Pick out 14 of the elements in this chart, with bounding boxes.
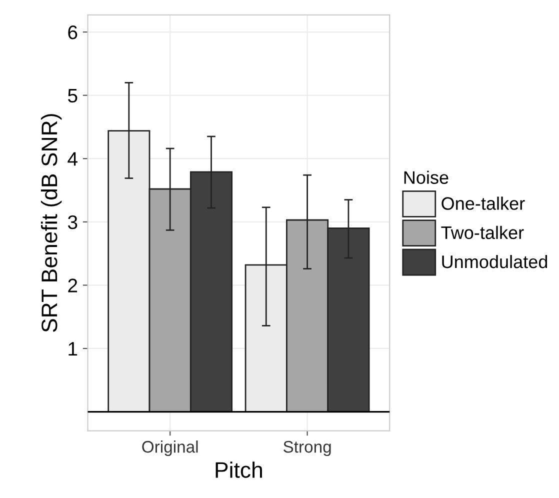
legend-label: Two-talker	[441, 226, 524, 240]
x-tick-label: Original	[142, 440, 198, 456]
y-tick-label: 3	[68, 215, 78, 230]
legend-label: Unmodulated	[442, 254, 548, 268]
y-tick-label: 5	[68, 88, 78, 103]
y-axis-title: SRT Benefit (dB SNR)	[40, 114, 62, 332]
x-axis-title: Pitch	[216, 462, 262, 478]
legend-label: One-talker	[442, 196, 525, 210]
y-tick-label: 6	[68, 25, 78, 40]
y-tick-label: 4	[68, 152, 78, 166]
y-tick-label: 2	[68, 278, 78, 292]
y-tick-label: 1	[68, 342, 78, 356]
legend-title: Noise	[404, 170, 448, 184]
x-tick-label: Strong	[284, 440, 331, 456]
